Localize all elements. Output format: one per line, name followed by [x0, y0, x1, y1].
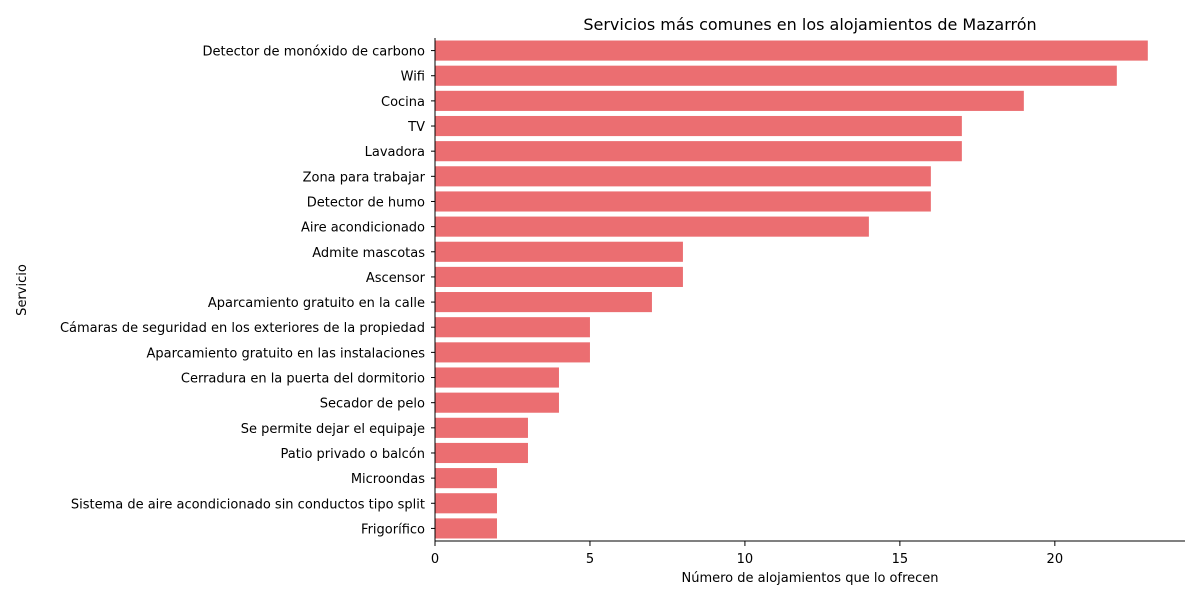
- bar: [435, 241, 683, 262]
- category-label: Ascensor: [366, 271, 426, 286]
- category-label: Cocina: [381, 95, 425, 110]
- y-axis-label: Servicio: [15, 264, 30, 316]
- bar: [435, 40, 1148, 61]
- category-label: Cerradura en la puerta del dormitorio: [181, 372, 425, 387]
- category-label: Patio privado o balcón: [281, 447, 425, 462]
- bar: [435, 266, 683, 287]
- bar: [435, 90, 1024, 111]
- category-label: Admite mascotas: [312, 246, 425, 261]
- bar: [435, 518, 497, 539]
- category-label: Microondas: [351, 472, 425, 487]
- category-label: Secador de pelo: [320, 397, 425, 412]
- bar: [435, 216, 869, 237]
- bars-layer: [435, 40, 1148, 539]
- category-label: Cámaras de seguridad en los exteriores d…: [60, 321, 425, 336]
- bar: [435, 292, 652, 313]
- category-label: Aparcamiento gratuito en las instalacion…: [146, 346, 425, 361]
- category-label: TV: [407, 120, 425, 135]
- category-label: Se permite dejar el equipaje: [241, 422, 425, 437]
- bar: [435, 367, 559, 388]
- x-tick-label: 20: [1047, 552, 1064, 567]
- bar: [435, 166, 931, 187]
- category-label: Aire acondicionado: [301, 221, 425, 236]
- category-label: Detector de humo: [307, 195, 425, 210]
- category-label: Lavadora: [365, 145, 425, 160]
- bar: [435, 191, 931, 212]
- category-label: Zona para trabajar: [303, 170, 426, 185]
- bar: [435, 141, 962, 162]
- bar: [435, 65, 1117, 86]
- chart-title: Servicios más comunes en los alojamiento…: [583, 15, 1036, 34]
- bar: [435, 468, 497, 489]
- x-tick-label: 15: [892, 552, 909, 567]
- category-label: Aparcamiento gratuito en la calle: [208, 296, 425, 311]
- bar: [435, 115, 962, 137]
- bar: [435, 442, 528, 464]
- bar: [435, 417, 528, 438]
- x-tick-label: 5: [586, 552, 594, 567]
- category-label: Detector de monóxido de carbono: [203, 45, 426, 60]
- bar: [435, 342, 590, 363]
- x-axis-label: Número de alojamientos que lo ofrecen: [681, 571, 938, 586]
- x-tick-label: 0: [431, 552, 439, 567]
- category-label: Wifi: [401, 70, 425, 85]
- category-label: Sistema de aire acondicionado sin conduc…: [71, 497, 425, 512]
- axes-layer: Detector de monóxido de carbono Wifi Cocin…: [60, 38, 1185, 567]
- bar: [435, 392, 559, 413]
- x-tick-label: 10: [737, 552, 754, 567]
- bar: [435, 493, 497, 514]
- category-label: Frigorífico: [361, 522, 425, 537]
- bar: [435, 317, 590, 338]
